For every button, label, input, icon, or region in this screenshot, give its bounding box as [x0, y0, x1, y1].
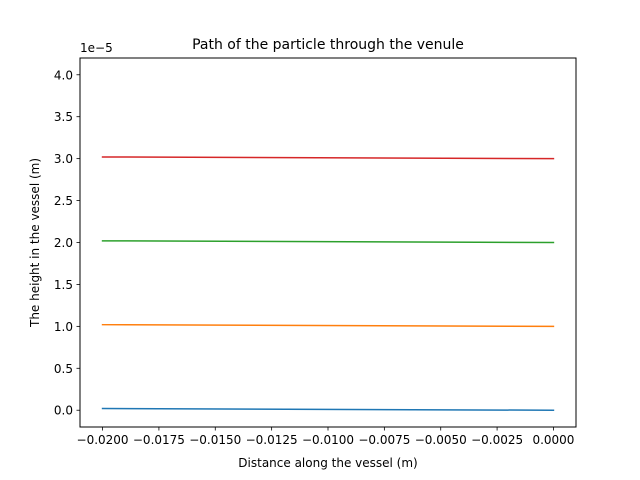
x-tick-label: 0.0000: [532, 433, 574, 447]
x-tick-label: −0.0050: [415, 433, 467, 447]
x-tick-label: −0.0150: [189, 433, 241, 447]
y-tick-label: 2.0: [54, 236, 73, 250]
x-tick-label: −0.0075: [358, 433, 410, 447]
x-tick-label: −0.0200: [77, 433, 129, 447]
axes-frame: [79, 57, 577, 428]
y-tick-label: 3.0: [54, 152, 73, 166]
y-tick-label: 2.5: [54, 194, 73, 208]
y-tick-label: 4.0: [54, 68, 73, 82]
y-axis-title: The height in the vessel (m): [28, 158, 42, 328]
chart-title: Path of the particle through the venule: [192, 37, 464, 53]
x-axis-title: Distance along the vessel (m): [238, 456, 417, 470]
x-tick-label: −0.0175: [133, 433, 185, 447]
series-line-1: [101, 407, 555, 411]
x-tick-label: −0.0125: [246, 433, 298, 447]
x-tick-label: −0.0100: [302, 433, 354, 447]
y-tick-label: 1.5: [54, 278, 73, 292]
y-axis: 0.0 0.5 1.0 1.5 2.0 2.5 3.0 3.5 4.0: [54, 68, 80, 418]
x-tick-label: −0.0025: [471, 433, 523, 447]
y-offset-label: 1e−5: [80, 41, 113, 55]
series-line-3: [101, 240, 555, 244]
y-tick-label: 0.0: [54, 404, 73, 418]
y-tick-label: 0.5: [54, 362, 73, 376]
y-tick-label: 1.0: [54, 320, 73, 334]
plot-area: [101, 156, 555, 411]
series-line-2: [101, 323, 555, 328]
y-tick-label: 3.5: [54, 110, 73, 124]
series-line-4: [101, 156, 555, 160]
x-axis: −0.0200 −0.0175 −0.0150 −0.0125 −0.0100 −0.00…: [77, 427, 574, 447]
